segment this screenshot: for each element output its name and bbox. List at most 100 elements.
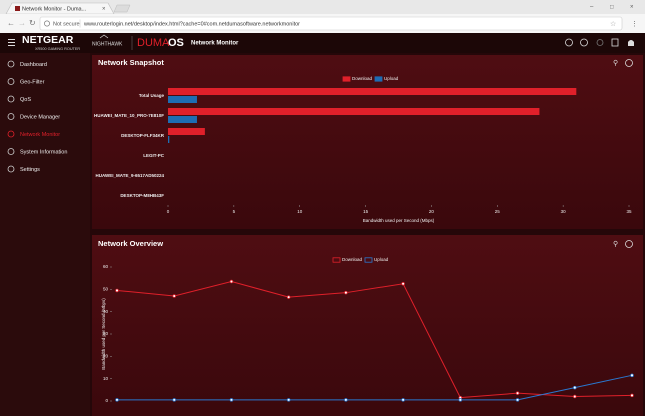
sidebar [0, 53, 90, 416]
globe-button[interactable] [580, 38, 588, 47]
data-point [115, 288, 119, 293]
bookmark-star[interactable]: ☆ [610, 20, 616, 28]
data-point [630, 373, 634, 378]
model: XR500 GAMING ROUTER [35, 47, 80, 51]
hamburger-line [8, 45, 15, 46]
help-button[interactable] [625, 59, 633, 67]
y-tick-label: 50 [103, 287, 109, 292]
panel-title: Network Snapshot [98, 58, 164, 67]
address-bar[interactable] [39, 16, 623, 31]
data-point [286, 398, 291, 402]
legend-label: Upload [384, 76, 399, 81]
data-point [115, 398, 119, 402]
pin-button[interactable]: ⚲ [613, 240, 618, 248]
x-tick-label: 30 [561, 209, 567, 214]
refresh-button[interactable] [596, 39, 604, 46]
sidebar-icon [7, 60, 15, 68]
data-point [401, 282, 405, 286]
logout-button[interactable] [611, 38, 619, 47]
hamburger[interactable] [8, 39, 15, 46]
sidebar-icon [7, 165, 15, 173]
reload-button[interactable]: ↻ [29, 19, 36, 28]
category-label: HUAWEI_MATE_10_PRO-7E810F [94, 113, 164, 118]
window-maximize[interactable]: □ [610, 5, 614, 11]
sidebar-icon [7, 148, 15, 155]
new-tab[interactable] [113, 4, 131, 13]
tab-close[interactable]: × [102, 7, 106, 13]
data-point [573, 394, 577, 399]
os-suffix: OS [168, 37, 184, 49]
back-button[interactable]: ← [7, 19, 15, 28]
menu-button[interactable]: ⋮ [631, 21, 638, 28]
data-point [229, 398, 234, 402]
category-label: DESKTOP-FLF34KR [121, 133, 165, 138]
x-tick-label: 15 [363, 209, 369, 214]
sidebar-label: Device Manager [20, 114, 60, 120]
x-tick-label: 20 [429, 209, 435, 214]
category-label: LEGIT-PC [143, 153, 165, 158]
info-button[interactable] [565, 38, 573, 47]
data-point [515, 391, 520, 395]
x-tick-label: 35 [626, 209, 632, 214]
bar [168, 96, 197, 103]
sidebar-item[interactable]: Network Monitor [7, 130, 60, 138]
x-tick-label: 25 [495, 209, 501, 214]
data-point [286, 295, 291, 299]
bar [168, 116, 197, 123]
url: www.routerlogin.net/desktop/index.html?c… [83, 21, 300, 27]
y-tick-label: 40 [103, 309, 109, 314]
notifications-button[interactable] [628, 40, 634, 46]
data-point [172, 294, 176, 298]
sidebar-label: Dashboard [20, 62, 47, 68]
info-icon [44, 20, 50, 27]
x-tick-label: 0 [167, 209, 170, 214]
window-close[interactable]: × [630, 5, 634, 11]
sidebar-icon [7, 95, 15, 103]
legend-swatch [332, 257, 341, 263]
series-line [117, 374, 633, 401]
bar [168, 136, 170, 143]
x-tick-label: 10 [297, 209, 303, 214]
sidebar-item[interactable]: Dashboard [7, 60, 47, 68]
sidebar-item[interactable]: QoS [7, 95, 31, 103]
sidebar-label: QoS [20, 97, 31, 103]
hamburger-line [8, 39, 15, 40]
panel-title: Network Overview [98, 239, 163, 248]
x-tick-label: 5 [233, 209, 236, 214]
data-point [344, 290, 348, 295]
window-minimize[interactable]: – [590, 5, 594, 11]
bar [168, 108, 540, 115]
data-point [344, 398, 348, 402]
pin-button[interactable]: ⚲ [613, 59, 618, 67]
help-button[interactable] [625, 240, 633, 248]
data-point [229, 279, 234, 284]
sidebar-label: Settings [20, 167, 40, 173]
data-point [172, 398, 176, 402]
bar [168, 128, 205, 135]
sidebar-label: System Information [20, 149, 67, 155]
legend-label: Download [342, 257, 363, 262]
series-line [116, 280, 633, 399]
legend-label: Upload [374, 257, 389, 262]
forward-button[interactable]: → [18, 19, 26, 28]
snapshot-chart: Download Upload 0 5 10 15 20 25 30 35 Bandwidth us… [94, 76, 632, 223]
y-axis-label: Bandwidth used per Second (Mbps) [101, 298, 106, 370]
security-label: Not secure [53, 21, 80, 27]
sidebar-item[interactable]: Settings [7, 165, 40, 173]
sidebar-item[interactable]: System Information [7, 148, 67, 156]
nighthawk-logo [99, 34, 109, 39]
bar [168, 88, 577, 95]
sidebar-item[interactable]: Geo-Filter [7, 78, 45, 86]
category-label: Total Usage [139, 93, 165, 98]
sidebar-label: Network Monitor [20, 132, 60, 138]
overview-panel [92, 235, 643, 416]
y-tick-label: 30 [103, 331, 109, 336]
category-label: HUAWEI_MATE_9-6517AD50224 [96, 173, 165, 178]
legend-swatch [342, 76, 351, 82]
y-tick-label: 10 [103, 376, 109, 381]
sidebar-item[interactable]: Device Manager [7, 113, 60, 121]
sidebar-icon [7, 130, 15, 138]
sidebar-label: Geo-Filter [20, 79, 45, 85]
tab-icon [15, 6, 20, 11]
